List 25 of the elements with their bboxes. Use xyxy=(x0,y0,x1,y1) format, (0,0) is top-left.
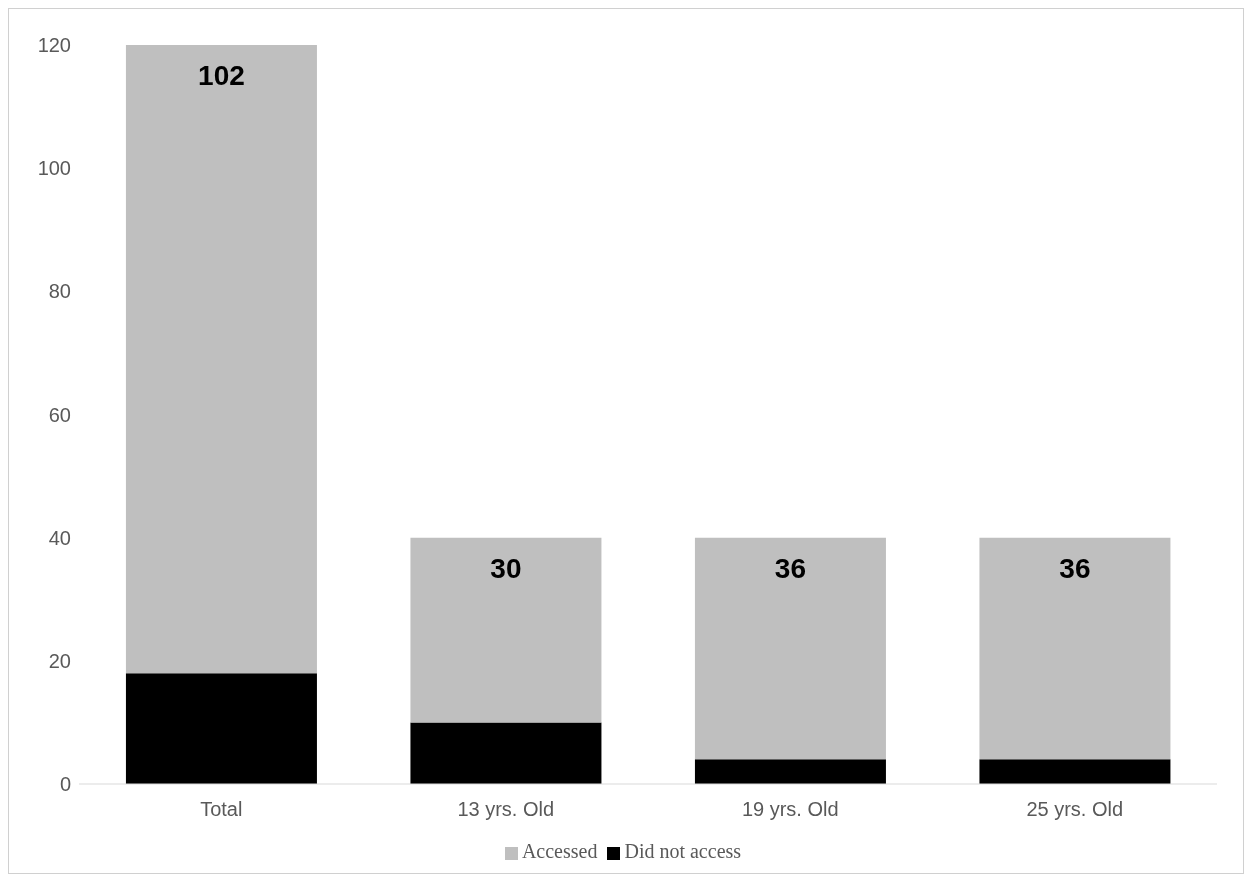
legend-label: Accessed xyxy=(521,840,598,862)
y-tick-label: 100 xyxy=(37,157,71,180)
y-tick-label: 80 xyxy=(48,280,71,303)
x-tick-label: 13 yrs. Old xyxy=(457,798,555,821)
bar xyxy=(125,673,317,784)
bar xyxy=(125,45,317,674)
bar xyxy=(410,537,602,723)
x-tick-label: 19 yrs. Old xyxy=(741,798,839,821)
bar xyxy=(694,759,886,784)
bar xyxy=(694,537,886,760)
bar xyxy=(979,759,1171,784)
y-tick-label: 120 xyxy=(37,34,71,57)
data-label: 36 xyxy=(774,552,807,584)
data-label: 102 xyxy=(198,59,245,91)
x-tick-label: 25 yrs. Old xyxy=(1026,798,1124,821)
data-label: 36 xyxy=(1059,552,1091,584)
y-tick-label: 0 xyxy=(59,773,71,796)
bar xyxy=(979,537,1171,760)
bar xyxy=(410,722,602,784)
x-tick-label: Total xyxy=(200,798,243,821)
y-tick-label: 60 xyxy=(48,403,71,426)
y-tick-label: 20 xyxy=(48,649,71,672)
y-tick-label: 40 xyxy=(48,526,71,549)
data-label: 30 xyxy=(490,552,522,584)
legend-label: Did not access xyxy=(624,840,742,862)
